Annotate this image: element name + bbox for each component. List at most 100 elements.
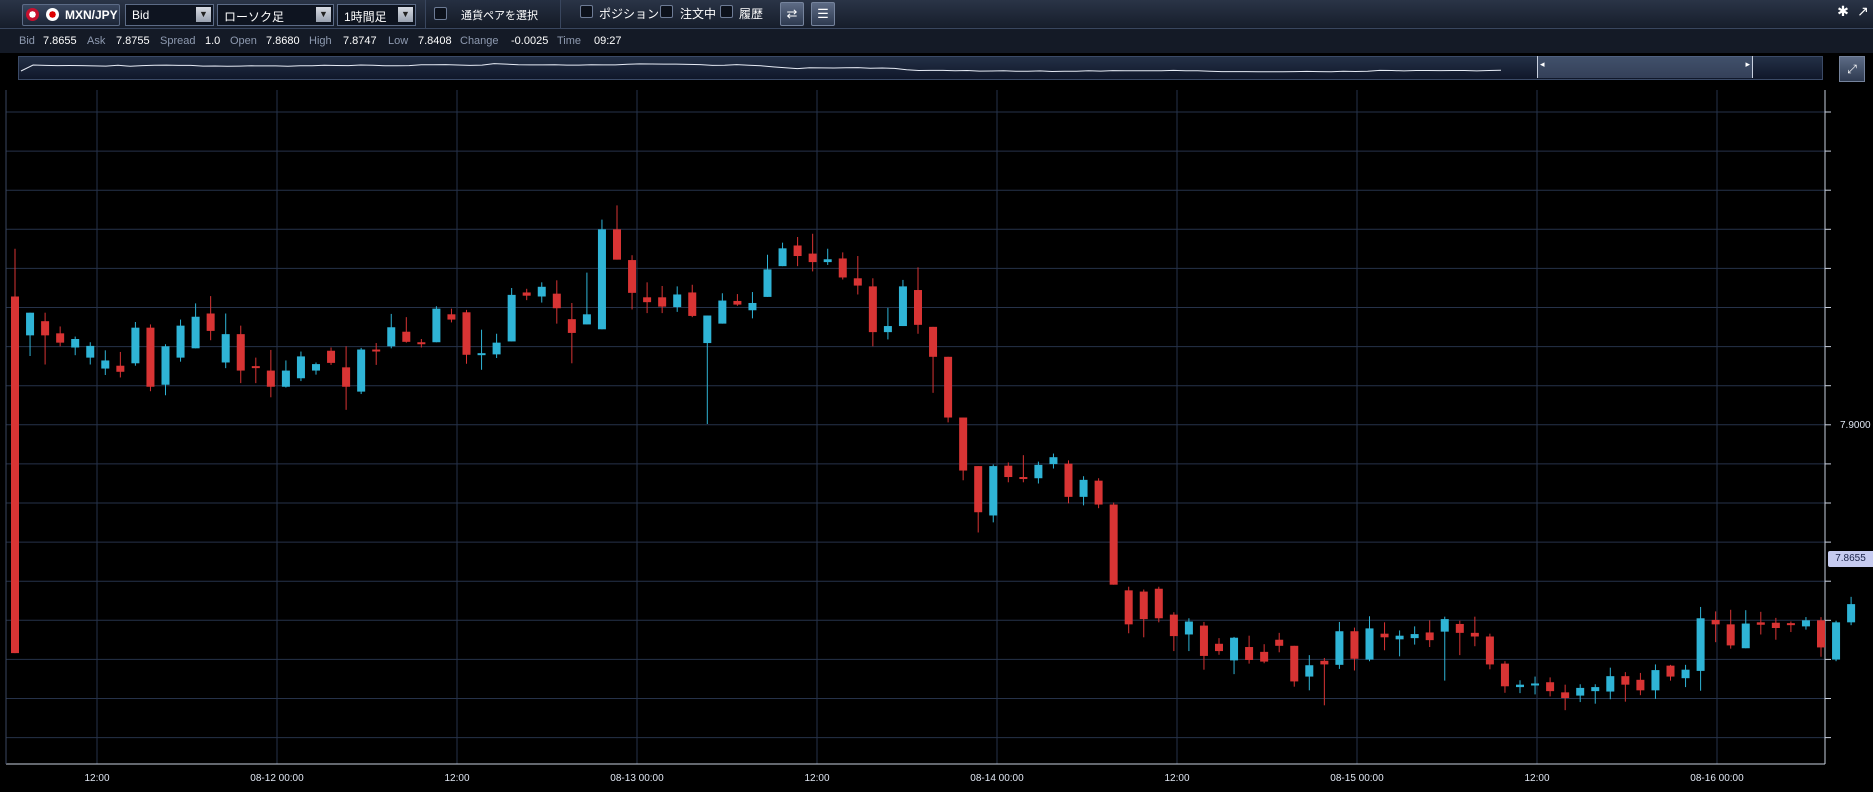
bid-label: Bid	[19, 35, 35, 47]
candle-up	[748, 292, 757, 319]
candle-up	[492, 333, 501, 359]
candle-down	[1350, 627, 1359, 671]
chevron-right-icon[interactable]: ▸	[1745, 59, 1750, 69]
candle-down	[327, 347, 336, 365]
candle-down	[1455, 620, 1464, 656]
candle-up	[71, 336, 80, 356]
spread-value: 1.0	[205, 35, 221, 47]
x-axis-tick-label: 12:00	[1164, 773, 1190, 784]
candle-down	[1546, 677, 1555, 697]
select-pair-checkbox[interactable]	[434, 7, 447, 20]
position-checkbox[interactable]	[580, 5, 593, 18]
candle-down	[613, 205, 621, 260]
price-type-select[interactable]: Bid ▼	[125, 4, 214, 26]
orders-checkbox[interactable]	[660, 5, 673, 18]
candle-up	[1651, 664, 1660, 699]
navigator-price-line	[20, 63, 1502, 73]
navigator-line	[20, 63, 1502, 73]
candle-down	[944, 356, 953, 423]
candle-up	[703, 315, 712, 424]
candle-up	[1591, 684, 1600, 704]
x-axis-tick-label: 12:00	[804, 773, 830, 784]
bid-value: 7.8655	[43, 35, 77, 47]
candle-up	[86, 342, 95, 365]
currency-pair-button[interactable]: MXN/JPY	[22, 4, 120, 26]
candle-up	[1335, 621, 1344, 669]
low-label: Low	[388, 35, 409, 47]
current-price-tag: 7.8655	[1828, 551, 1873, 567]
candle-up	[1516, 680, 1524, 694]
chevron-down-icon[interactable]: ▼	[398, 7, 413, 22]
candle-down	[41, 312, 50, 365]
candle-down	[1786, 621, 1795, 633]
timeframe-select[interactable]: 1時間足 ▼	[337, 4, 416, 26]
history-checkbox[interactable]	[720, 5, 733, 18]
chart-swap-icon[interactable]: ⇄	[780, 2, 804, 26]
chevron-down-icon[interactable]: ▼	[316, 7, 331, 22]
chevron-left-icon[interactable]: ◂	[1540, 59, 1545, 69]
chart-type-select[interactable]: ローソク足 ▼	[217, 4, 334, 26]
zoom-toggle-icon[interactable]: ⤢	[1839, 56, 1865, 82]
candle-down	[146, 324, 155, 392]
candle-down	[853, 256, 862, 295]
candle-down	[1260, 644, 1269, 664]
select-pair-button[interactable]: 通貨ペアを選択	[425, 0, 561, 28]
candle-down	[236, 325, 245, 384]
navigator-bar[interactable]	[18, 56, 1823, 80]
candle-up	[898, 279, 907, 327]
x-axis-tick-label: 08-13 00:00	[610, 773, 664, 784]
candle-up	[296, 351, 305, 382]
candle-down	[1290, 645, 1299, 687]
candle-down	[1320, 657, 1329, 706]
candle-up	[26, 312, 35, 356]
chevron-down-icon[interactable]: ▼	[196, 7, 211, 22]
candle-up	[387, 313, 396, 349]
candle-down	[251, 357, 260, 384]
candle-up	[1681, 664, 1690, 688]
x-axis-tick-label: 08-15 00:00	[1330, 773, 1384, 784]
candle-up	[1531, 676, 1540, 695]
candle-up	[357, 347, 366, 395]
candle-up	[1847, 596, 1856, 626]
x-axis-tick-label: 12:00	[84, 773, 110, 784]
candle-up	[1741, 610, 1750, 649]
y-axis-tick-label: 7.9000	[1840, 420, 1871, 431]
price-type-value: Bid	[132, 8, 150, 22]
expand-icon[interactable]: ↗	[1857, 3, 1869, 19]
candle-up	[1696, 606, 1705, 691]
navigator-range-handle[interactable]: ◂ ▸	[1537, 56, 1753, 78]
candle-up	[176, 319, 185, 362]
x-axis-tick-label: 12:00	[1524, 773, 1550, 784]
candle-up	[1184, 618, 1193, 652]
candle-up	[161, 344, 170, 396]
candle-down	[808, 233, 817, 272]
chart-list-icon[interactable]: ☰	[811, 2, 835, 26]
time-label: Time	[557, 35, 582, 47]
timeframe-value: 1時間足	[344, 10, 387, 24]
candle-up	[1576, 684, 1585, 703]
candle-down	[1064, 460, 1073, 504]
candle-down	[372, 343, 381, 365]
price-info-bar: Bid 7.8655 Ask 7.8755 Spread 1.0 Open 7.…	[0, 29, 1873, 53]
candle-down	[1756, 611, 1765, 635]
high-label: High	[309, 35, 332, 47]
candle-down	[1380, 622, 1389, 651]
candle-up	[101, 350, 110, 376]
candle-up	[1395, 630, 1404, 657]
candle-down	[628, 255, 637, 310]
candle-down	[1425, 620, 1434, 648]
candle-up	[1034, 461, 1043, 484]
candle-up	[1365, 616, 1374, 662]
x-axis-tick-label: 08-12 00:00	[250, 773, 304, 784]
candle-down	[522, 288, 531, 301]
candle-down	[1004, 462, 1013, 483]
candle-down	[1485, 633, 1494, 670]
candlestick-chart[interactable]	[0, 84, 1873, 792]
gear-icon[interactable]: ✱	[1837, 3, 1849, 19]
candle-up	[778, 242, 787, 267]
candle-down	[1109, 502, 1118, 585]
candle-up	[1230, 636, 1239, 675]
candle-up	[281, 360, 290, 388]
candle-down	[1666, 664, 1675, 681]
candle-down	[402, 317, 411, 343]
